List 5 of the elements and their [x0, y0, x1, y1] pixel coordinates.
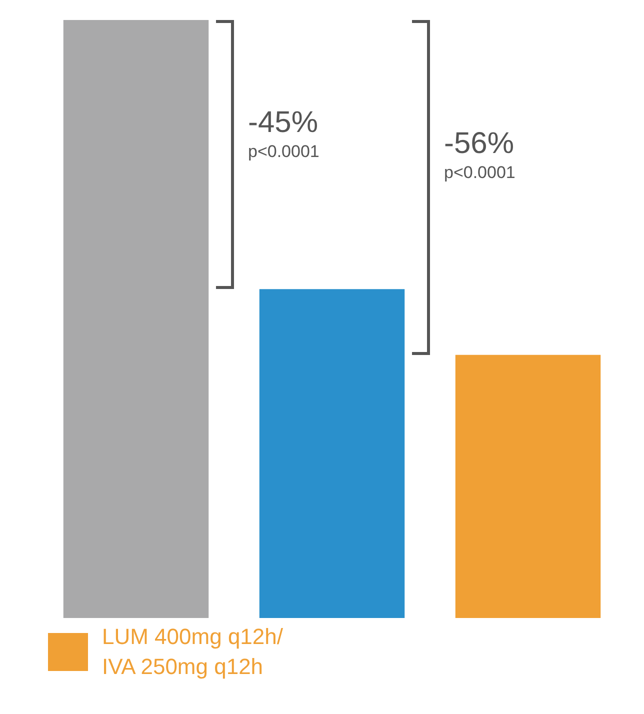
- annotation: -45%: [248, 106, 318, 140]
- annotation: p<0.0001: [444, 163, 516, 184]
- text: LUM 400mg q12h/ IVA 250mg q12h: [102, 623, 284, 681]
- annotation: p<0.0001: [248, 142, 320, 162]
- annotation: -56%: [444, 127, 514, 162]
